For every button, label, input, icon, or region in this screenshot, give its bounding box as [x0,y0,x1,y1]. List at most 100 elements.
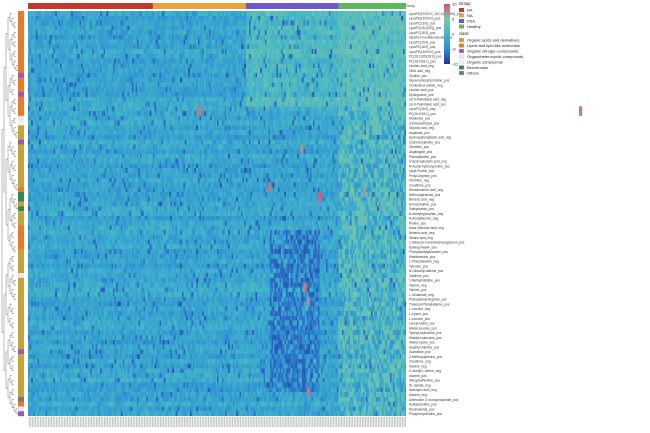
column-label [41,417,43,427]
column-label [395,417,397,427]
class-legend-swatch [458,37,465,43]
column-label [67,417,68,427]
column-label [217,417,219,427]
column-label [54,417,56,427]
row-class-bar [18,11,24,417]
row-class-cell [18,130,24,136]
column-label [336,417,338,427]
heatmap-hot-cell [300,144,304,154]
row-label: Glycolic acid_neg [409,126,434,130]
column-label [392,417,394,427]
column-label [156,417,158,427]
column-label [355,417,357,427]
column-label [108,417,110,427]
row-class-cell [18,401,24,407]
column-label [84,417,86,427]
column-label [280,417,281,427]
row-label: LysoPC(18:1(9Z))_pos [409,26,442,30]
row-label: 1-Stearoyl-2-arachidonoyl-glycerol_pos [409,241,465,245]
column-label [140,417,142,427]
column-label [288,417,289,427]
class-legend-label: Organic compounds [467,59,503,64]
row-class-cell [18,201,24,207]
row-label: Proline_pos [409,221,426,225]
class-legend-label: Organic nitrogen compounds [467,48,518,53]
row-label: Prolyl-Arginine_pos [409,174,437,178]
group-bar-segment [28,3,153,9]
column-label [196,417,198,427]
row-class-cell [18,368,24,374]
row-label: Glycerophosphocholine_pos [409,79,450,83]
row-class-cell [18,153,24,159]
column-label [131,417,133,427]
column-label [35,417,36,427]
column-label [227,417,229,427]
row-label: Alanine_neg [409,364,427,368]
column-label [249,417,251,427]
column-label [397,417,398,427]
heatmap-cells [28,11,406,416]
column-label [33,417,35,427]
row-class-cell [18,220,24,226]
column-label [276,417,278,427]
row-label: Stearic acid_neg [409,236,433,240]
column-label [62,417,64,427]
row-label: Linoleic acid_neg [409,64,434,68]
row-class-cell [18,163,24,169]
row-class-cell [18,11,24,16]
row-label: Threonyl-Phenylalanine_pos [409,302,450,306]
column-label [31,417,33,427]
column-label [360,417,362,427]
row-label: Xanthine_pos [409,274,429,278]
color-scale-tick: 5 [452,17,455,22]
row-label: Alanyl-Lysine_pos [409,341,435,345]
column-label [334,417,336,427]
column-label [252,417,254,427]
column-label [152,417,153,427]
row-class-cell [18,273,24,279]
row-label: Phenylalanyl-Arginine_pos [409,298,447,302]
column-label [110,417,112,427]
column-label [145,417,147,427]
column-label [328,417,330,427]
row-label: Ornithine_pos [409,145,429,149]
column-label [267,417,269,427]
row-class-cell [18,87,24,93]
column-label [193,417,195,427]
row-class-cell [18,206,24,212]
column-label [89,417,91,427]
column-label [224,417,225,427]
column-label [260,417,262,427]
column-label [232,417,233,427]
row-label: L-Lysine_pos [409,312,428,316]
row-label: Homocitrulline_pos [409,202,437,206]
row-label: Taurine_neg [409,283,427,287]
row-label: O-Acetyl-L-serine_neg [409,369,441,373]
row-label: Choline_pos [409,74,427,78]
column-label [281,417,283,427]
column-label [302,417,304,427]
column-label [63,417,65,427]
row-class-cell [18,96,24,102]
row-label: L-Glutamate_neg [409,293,434,297]
row-class-cell [18,77,24,83]
column-label [123,417,125,427]
row-label: Histidyl-Isoleucine_pos [409,336,442,340]
column-label [389,417,390,427]
column-label [403,417,405,427]
column-label [246,417,248,427]
column-label [52,417,54,427]
column-label [36,417,38,427]
column-label [187,417,189,427]
row-label: cis-9-Palmitoleic acid_neg [409,98,446,102]
column-label [398,417,400,427]
column-label [379,417,381,427]
row-class-cell [18,325,24,331]
row-class-cell [18,92,24,97]
column-label [309,417,310,427]
row-class-cell [18,335,24,340]
column-label [353,417,355,427]
column-label [390,417,392,427]
